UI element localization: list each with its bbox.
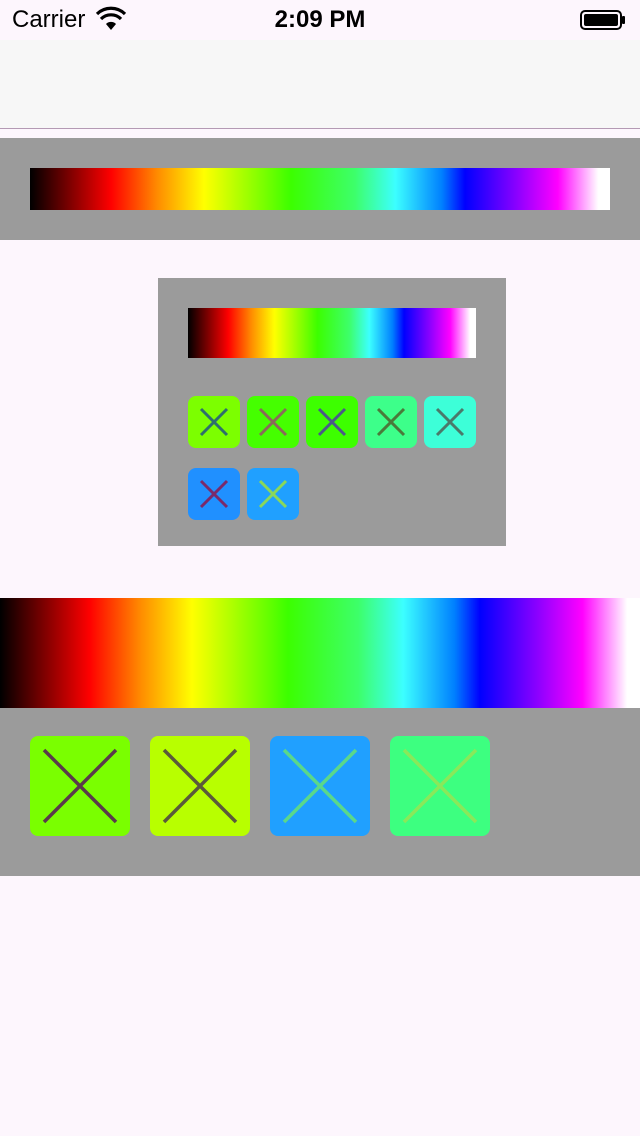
top-spectrum-panel xyxy=(0,138,640,240)
color-swatch[interactable] xyxy=(188,396,240,448)
color-swatch[interactable] xyxy=(188,468,240,520)
close-icon xyxy=(42,748,118,824)
close-icon xyxy=(258,407,288,437)
close-icon xyxy=(402,748,478,824)
color-swatch[interactable] xyxy=(247,396,299,448)
navigation-bar xyxy=(0,40,640,129)
close-icon xyxy=(199,479,229,509)
color-swatch[interactable] xyxy=(365,396,417,448)
color-picker-panel xyxy=(158,278,506,546)
color-swatch[interactable] xyxy=(270,736,370,836)
color-swatch[interactable] xyxy=(390,736,490,836)
large-swatch-panel xyxy=(0,708,640,876)
close-icon xyxy=(258,479,288,509)
close-icon xyxy=(199,407,229,437)
color-spectrum-slider[interactable] xyxy=(188,308,476,358)
color-swatch[interactable] xyxy=(424,396,476,448)
status-bar: Carrier 2:09 PM xyxy=(0,0,640,40)
color-spectrum-slider[interactable] xyxy=(30,168,610,210)
color-swatch[interactable] xyxy=(247,468,299,520)
color-swatch[interactable] xyxy=(150,736,250,836)
color-swatch[interactable] xyxy=(306,396,358,448)
wifi-icon xyxy=(96,6,126,30)
close-icon xyxy=(317,407,347,437)
battery-icon xyxy=(580,10,625,30)
close-icon xyxy=(282,748,358,824)
large-color-spectrum[interactable] xyxy=(0,598,640,708)
close-icon xyxy=(376,407,406,437)
carrier-label: Carrier xyxy=(12,6,86,33)
close-icon xyxy=(435,407,465,437)
color-swatch[interactable] xyxy=(30,736,130,836)
status-time: 2:09 PM xyxy=(274,6,366,33)
close-icon xyxy=(162,748,238,824)
